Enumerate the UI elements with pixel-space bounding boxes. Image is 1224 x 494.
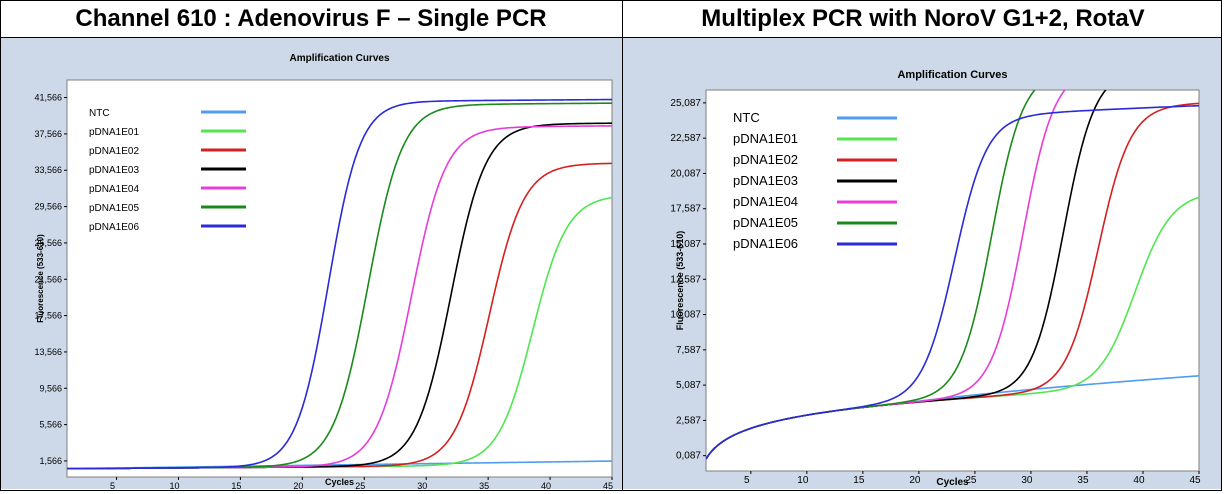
y-tick-label: 9,566	[39, 383, 62, 393]
legend-label: pDNA1E01	[89, 127, 139, 138]
legend-label: pDNA1E06	[89, 222, 139, 233]
legend-label: pDNA1E04	[89, 184, 139, 195]
y-tick-label: 1,566	[39, 456, 62, 466]
x-tick-label: 15	[231, 481, 241, 489]
y-tick-label: 5,566	[39, 420, 62, 430]
left-panel-title: Channel 610 : Adenovirus F – Single PCR	[75, 5, 547, 32]
legend-label: pDNA1E06	[733, 236, 798, 251]
x-tick-label: 15	[853, 475, 865, 486]
y-tick-label: 20,087	[670, 168, 701, 179]
y-tick-label: 21,566	[34, 274, 62, 284]
chart-title: Amplification Curves	[897, 69, 1007, 81]
x-tick-label: 30	[1021, 475, 1033, 486]
y-tick-label: 25,566	[34, 238, 62, 248]
right-amplification-chart: Amplification Curves 0,087 2,587 5,087 7,587…	[670, 69, 1201, 488]
x-tick-label: 45	[603, 481, 613, 489]
y-tick-label: 22,587	[670, 133, 701, 144]
panel-divider	[622, 0, 623, 491]
x-tick-label: 40	[541, 481, 551, 489]
plot-area	[705, 89, 1200, 472]
right-panel: Amplification Curves 0,087 2,587 5,087 7,587…	[623, 38, 1221, 489]
x-axis-label: Cycles	[936, 477, 969, 488]
x-tick-label: 30	[417, 481, 427, 489]
series-line-pdna1e06	[67, 98, 612, 470]
y-tick-label: 7,587	[676, 345, 701, 356]
legend-label: NTC	[733, 110, 760, 125]
x-tick-label: 10	[169, 481, 179, 489]
plot-area	[66, 79, 613, 478]
legend-label: pDNA1E05	[733, 215, 798, 230]
x-tick-label: 35	[479, 481, 489, 489]
x-tick-label: 10	[797, 475, 809, 486]
left-panel: Amplification Curves 1,566 5,566 9,566 13,56…	[1, 38, 622, 491]
y-tick-label: 17,566	[34, 311, 62, 321]
legend-label: pDNA1E01	[733, 131, 798, 146]
left-amplification-chart: Amplification Curves 1,566 5,566 9,566 13,56…	[34, 53, 613, 491]
y-tick-label: 13,566	[34, 347, 62, 357]
y-tick-label: 37,566	[34, 129, 62, 139]
x-tick-label: 40	[1133, 475, 1145, 486]
y-axis-label: Fluorescence (533-610)	[675, 231, 685, 331]
x-tick-label: 25	[965, 475, 977, 486]
y-tick-label: 15,087	[670, 239, 701, 250]
header-row: Channel 610 : Adenovirus F – Single PCR …	[0, 0, 1222, 38]
y-tick-label: 2,587	[676, 415, 701, 426]
x-tick-label: 5	[744, 475, 750, 486]
right-panel-title: Multiplex PCR with NoroV G1+2, RotaV	[701, 5, 1145, 32]
legend-label: pDNA1E02	[89, 146, 139, 157]
y-tick-label: 10,087	[670, 310, 701, 321]
legend-label: pDNA1E03	[733, 173, 798, 188]
y-tick-label: 33,566	[34, 165, 62, 175]
legend-label: pDNA1E02	[733, 152, 798, 167]
y-tick-label: 17,587	[670, 204, 701, 215]
x-tick-label: 20	[293, 481, 303, 489]
x-axis-label: Cycles	[325, 477, 354, 487]
y-tick-label: 5,087	[676, 380, 701, 391]
x-tick-label: 20	[909, 475, 921, 486]
legend-label: NTC	[89, 108, 110, 119]
x-tick-label: 25	[355, 481, 365, 489]
legend-label: pDNA1E05	[89, 203, 139, 214]
y-axis-label: Fluorescence (533-610)	[36, 234, 45, 323]
y-tick-label: 12,587	[670, 274, 701, 285]
y-tick-label: 25,087	[670, 98, 701, 109]
chart-title: Amplification Curves	[289, 53, 389, 64]
legend-label: pDNA1E03	[89, 165, 139, 176]
x-tick-label: 5	[110, 481, 115, 489]
x-tick-label: 35	[1077, 475, 1089, 486]
series-line-pdna1e06	[706, 104, 1199, 460]
y-tick-label: 29,566	[34, 202, 62, 212]
legend-label: pDNA1E04	[733, 194, 798, 209]
y-tick-label: 41,566	[34, 93, 62, 103]
y-tick-label: 0,087	[676, 451, 701, 462]
x-tick-label: 45	[1189, 475, 1201, 486]
